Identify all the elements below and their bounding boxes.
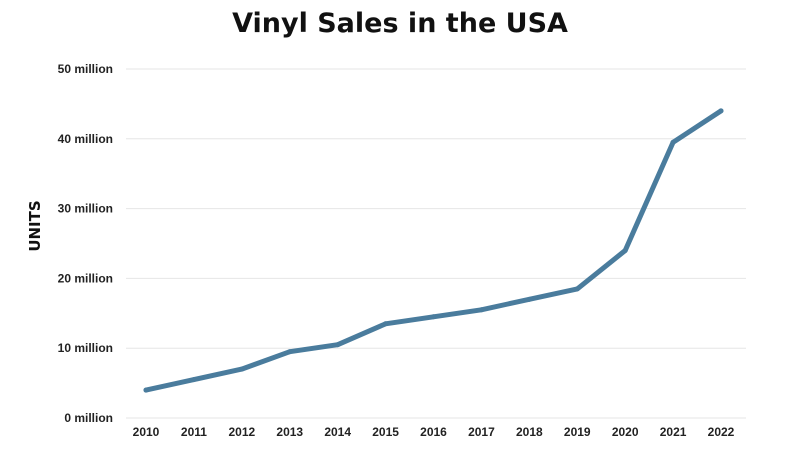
data-point — [718, 108, 724, 114]
data-point — [335, 342, 341, 348]
data-point — [287, 349, 293, 355]
x-tick-label: 2014 — [324, 425, 351, 439]
x-tick-label: 2011 — [181, 425, 207, 439]
data-point — [239, 366, 245, 372]
data-point — [143, 387, 149, 393]
y-tick-label: 30 million — [58, 202, 113, 216]
y-axis-ticks: 0 million 10 million 20 million 30 million 4… — [58, 62, 113, 425]
data-point — [383, 321, 389, 327]
data-point — [670, 139, 676, 145]
data-point — [478, 307, 484, 313]
data-point — [622, 247, 628, 253]
x-tick-label: 2015 — [372, 425, 399, 439]
x-axis-ticks: 2010 2011 2012 2013 2014 2015 2016 2017 2018 2019… — [133, 425, 735, 439]
y-tick-label: 40 million — [58, 132, 113, 146]
y-tick-label: 20 million — [58, 271, 113, 285]
y-tick-label: 0 million — [64, 411, 113, 425]
x-tick-label: 2020 — [612, 425, 639, 439]
y-tick-label: 50 million — [58, 62, 113, 76]
x-tick-label: 2019 — [564, 425, 591, 439]
data-point — [574, 286, 580, 292]
chart-title: Vinyl Sales in the USA — [232, 8, 568, 39]
data-point — [526, 296, 532, 302]
y-axis-label: UNITS — [26, 200, 44, 251]
data-point — [431, 314, 436, 320]
x-tick-label: 2012 — [228, 425, 255, 439]
x-tick-label: 2018 — [516, 425, 543, 439]
x-tick-label: 2010 — [133, 425, 160, 439]
x-tick-label: 2017 — [468, 425, 495, 439]
series-layer — [143, 108, 724, 393]
y-tick-label: 10 million — [58, 341, 113, 355]
gridlines — [126, 68, 746, 419]
x-tick-label: 2022 — [708, 425, 735, 439]
x-tick-label: 2013 — [276, 425, 303, 439]
x-tick-label: 2021 — [660, 425, 687, 439]
data-point — [191, 377, 197, 383]
x-tick-label: 2016 — [420, 425, 447, 439]
